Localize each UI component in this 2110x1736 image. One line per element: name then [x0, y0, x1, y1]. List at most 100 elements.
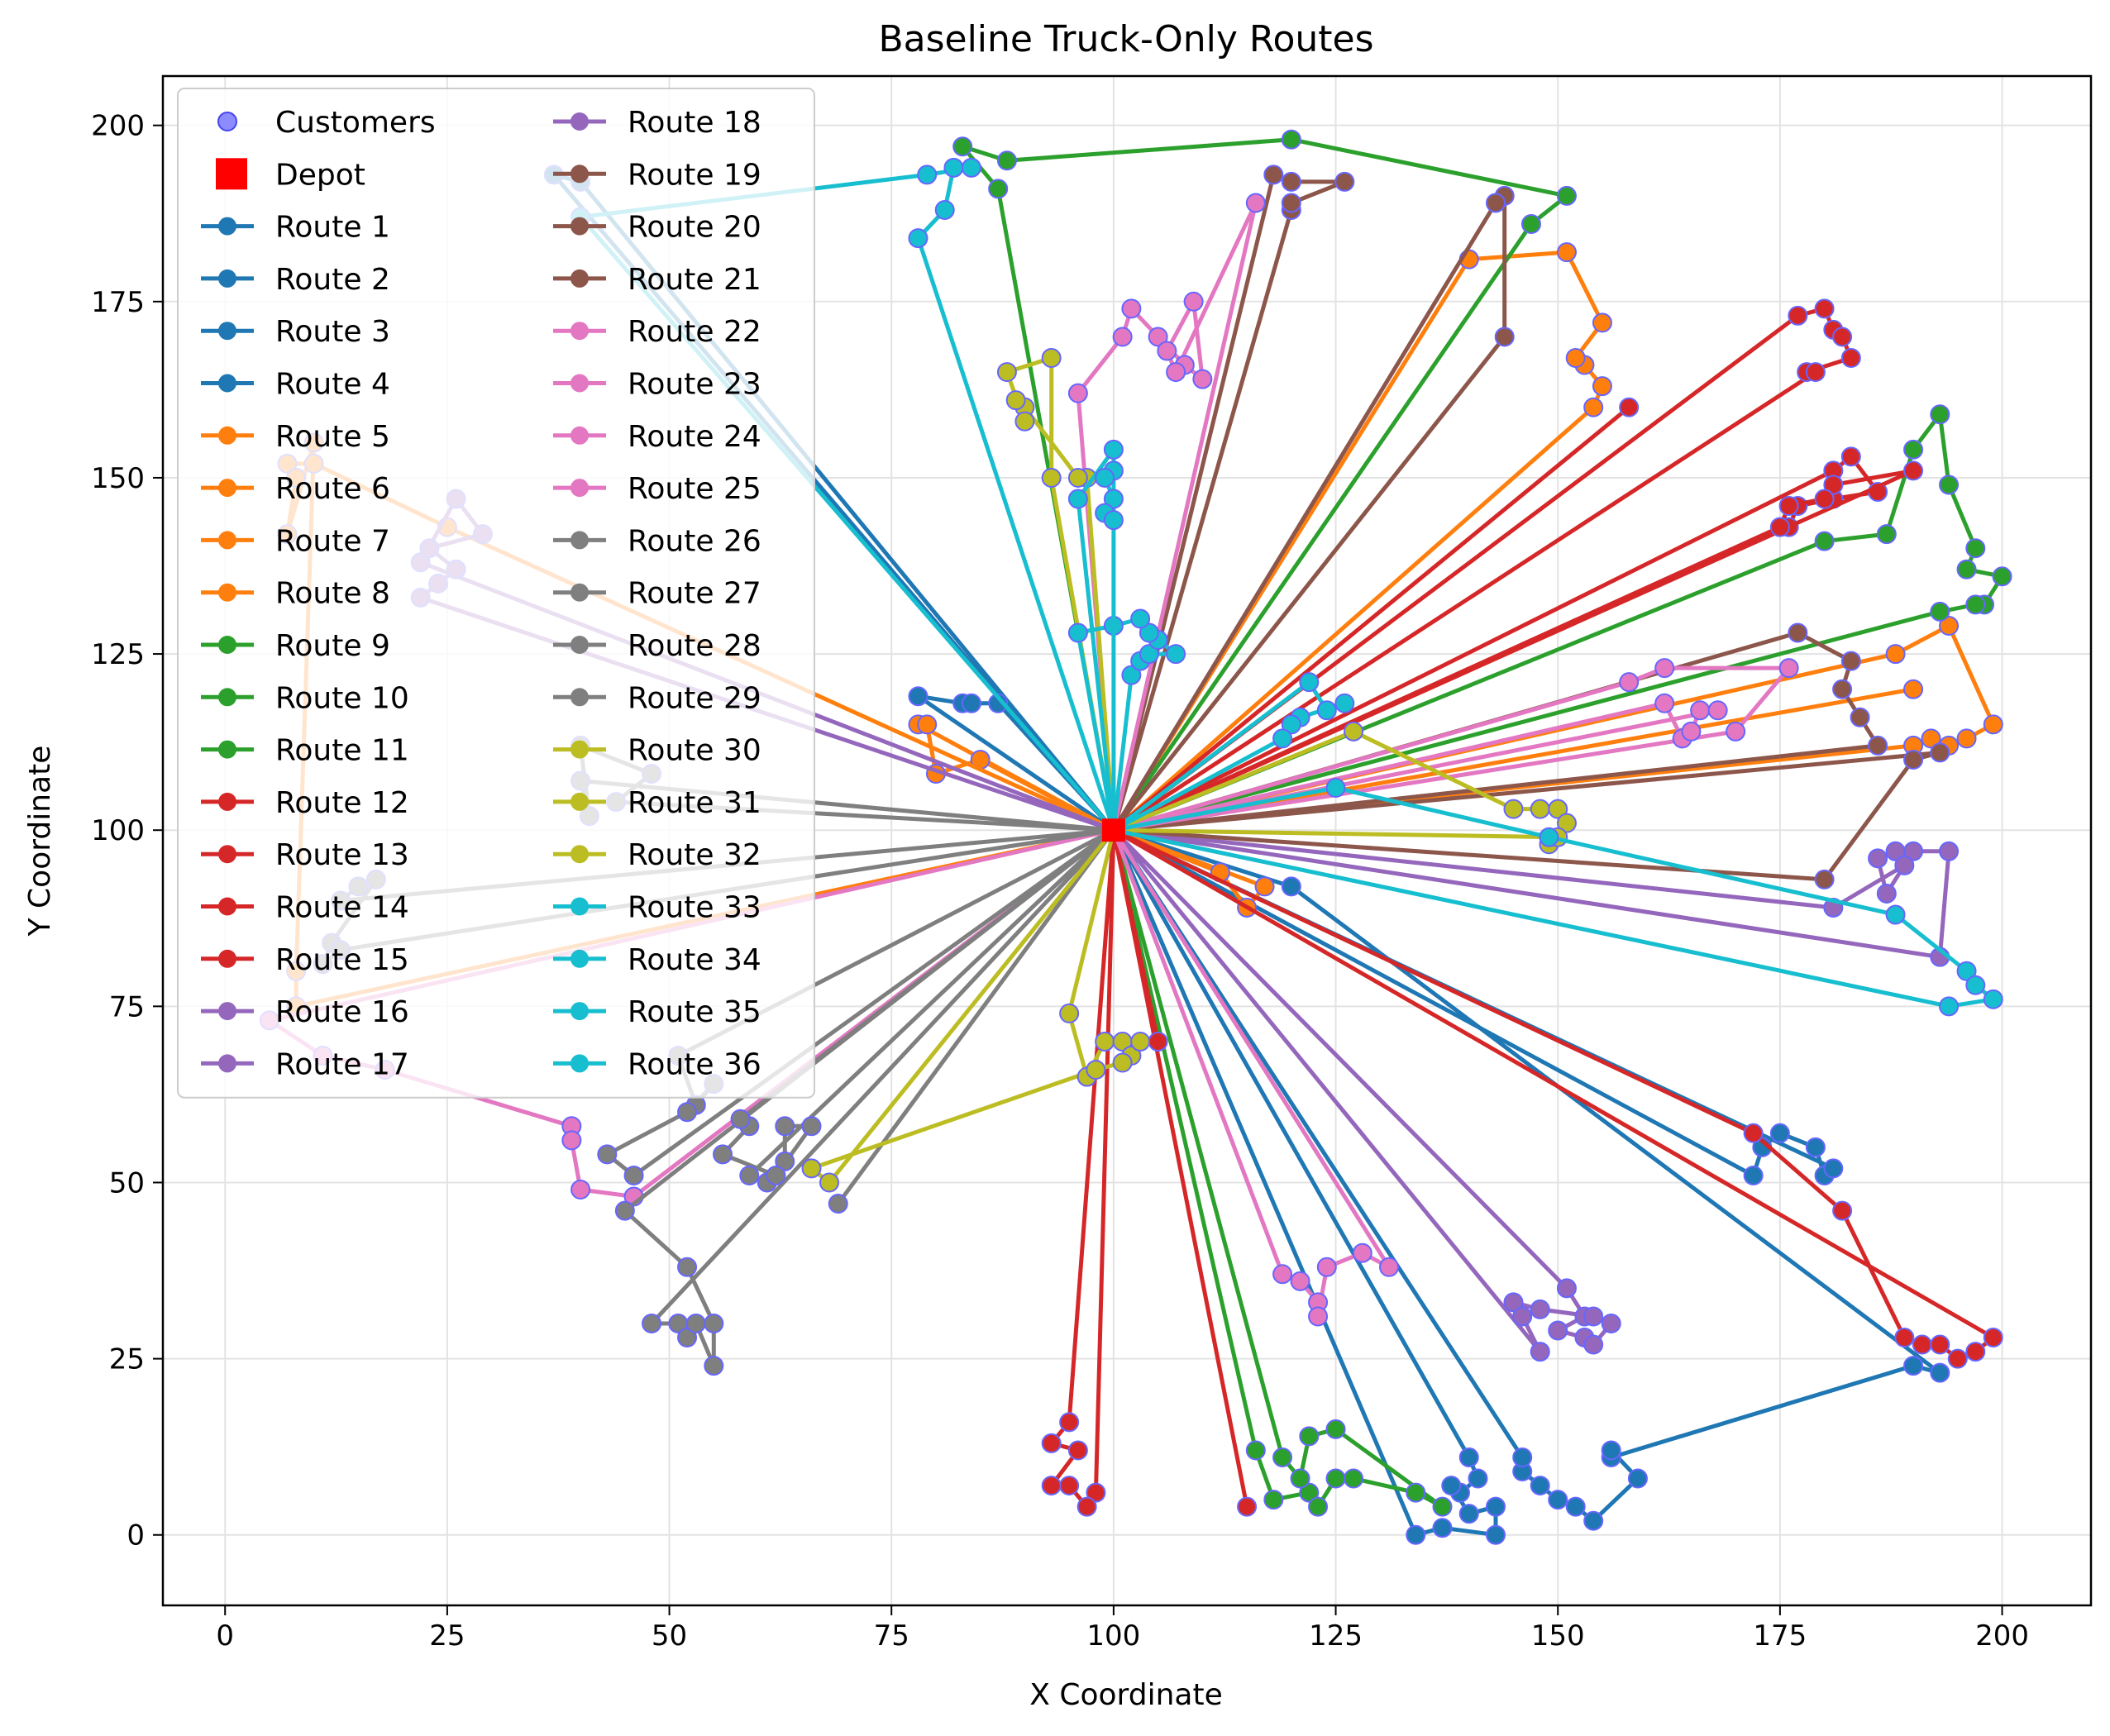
route-point — [1530, 1476, 1550, 1496]
legend-label: Route 3 — [275, 315, 390, 349]
route-point — [961, 157, 981, 178]
route-point — [1814, 489, 1835, 509]
legend-route-marker — [570, 112, 589, 131]
legend-route-marker — [570, 269, 589, 288]
y-tick-label: 200 — [91, 110, 145, 143]
route-point — [1166, 362, 1186, 383]
legend-customers-marker — [217, 112, 237, 131]
route-point — [1965, 538, 1986, 559]
route-series — [952, 129, 1577, 832]
legend-route-marker — [218, 688, 236, 707]
route-point — [1592, 312, 1612, 333]
legend-label: Route 1 — [275, 211, 390, 245]
legend-label: Route 11 — [275, 734, 409, 768]
y-tick-label: 175 — [91, 286, 145, 319]
legend-item: Route 4 — [201, 368, 390, 402]
route-point — [1930, 601, 1950, 622]
legend-label: Route 24 — [628, 420, 761, 454]
legend-label: Route 8 — [275, 577, 390, 611]
route-point — [1903, 749, 1924, 770]
route-point — [1983, 989, 2003, 1009]
legend-label: Route 31 — [628, 786, 761, 820]
x-tick-label: 150 — [1531, 1619, 1585, 1653]
legend-item: Customers — [217, 106, 436, 140]
route-series — [1111, 827, 1506, 1545]
route-point — [1095, 1031, 1115, 1052]
route-point — [1308, 1496, 1329, 1517]
route-point — [1316, 1257, 1337, 1277]
route-point — [1503, 799, 1524, 819]
route-point — [1939, 841, 1960, 861]
legend-route-marker — [218, 426, 236, 445]
route-point — [1627, 1468, 1648, 1489]
route-line — [1111, 665, 1792, 832]
route-point — [1281, 129, 1301, 150]
route-point — [1281, 714, 1301, 735]
route-point — [1059, 1476, 1080, 1496]
y-tick-label: 50 — [109, 1166, 145, 1199]
route-point — [775, 1151, 795, 1171]
route-point — [1681, 721, 1702, 742]
route-point — [1254, 876, 1275, 897]
route-point — [1344, 1468, 1364, 1489]
route-point — [1556, 1278, 1577, 1299]
route-point — [1299, 1482, 1320, 1503]
route-point — [1832, 1200, 1853, 1221]
y-tick-label: 75 — [109, 990, 145, 1023]
route-point — [1707, 700, 1728, 721]
legend-route-marker — [218, 583, 236, 602]
legend-item: Route 24 — [553, 420, 761, 454]
legend-item: Route 22 — [553, 315, 761, 349]
legend-item: Route 23 — [553, 368, 761, 402]
route-point — [1805, 362, 1826, 383]
route-point — [1823, 475, 1844, 495]
route-point — [1192, 369, 1213, 389]
route-point — [1965, 594, 1986, 615]
route-series — [1111, 827, 1453, 1517]
route-line — [1111, 405, 1880, 832]
route-point — [1290, 1468, 1310, 1489]
route-point — [1005, 390, 1026, 411]
route-point — [677, 1328, 698, 1348]
route-series — [1111, 185, 1888, 832]
route-point — [704, 1356, 724, 1376]
route-point — [801, 1158, 822, 1179]
legend-label: Route 9 — [275, 629, 390, 663]
route-point — [1059, 1003, 1080, 1023]
route-point — [1814, 298, 1835, 319]
route-point — [1432, 1496, 1453, 1517]
legend-label: Route 30 — [628, 734, 761, 768]
legend-label: Route 21 — [628, 263, 761, 297]
route-point — [1086, 1482, 1106, 1503]
route-point — [1148, 327, 1168, 347]
x-tick-label: 100 — [1086, 1619, 1140, 1653]
route-point — [775, 1116, 795, 1137]
route-point — [1041, 1476, 1062, 1496]
route-point — [1556, 185, 1577, 206]
route-point — [1512, 1306, 1533, 1327]
legend-label: Route 20 — [628, 211, 761, 245]
legend-route-marker — [218, 845, 236, 864]
route-point — [1530, 1342, 1550, 1362]
route-point — [1654, 658, 1675, 679]
y-tick-label: 125 — [91, 638, 145, 671]
route-point — [1121, 665, 1142, 685]
legend-item: Route 6 — [201, 472, 390, 506]
route-point — [1183, 291, 1204, 312]
route-point — [1067, 1440, 1088, 1461]
route-point — [917, 714, 938, 735]
legend-route-marker — [218, 1054, 236, 1073]
route-point — [1344, 721, 1364, 742]
route-point — [1778, 496, 1799, 517]
legend-item: Route 10 — [201, 681, 409, 715]
route-point — [1441, 1476, 1462, 1496]
route-point — [1556, 813, 1577, 833]
legend-label: Customers — [275, 106, 436, 140]
y-tick-label: 0 — [127, 1519, 145, 1552]
route-point — [1468, 1468, 1488, 1489]
route-point — [642, 1313, 662, 1333]
route-point — [1769, 1123, 1790, 1143]
route-series — [1111, 778, 2003, 1017]
route-point — [1325, 1468, 1346, 1489]
route-point — [1290, 1271, 1310, 1291]
